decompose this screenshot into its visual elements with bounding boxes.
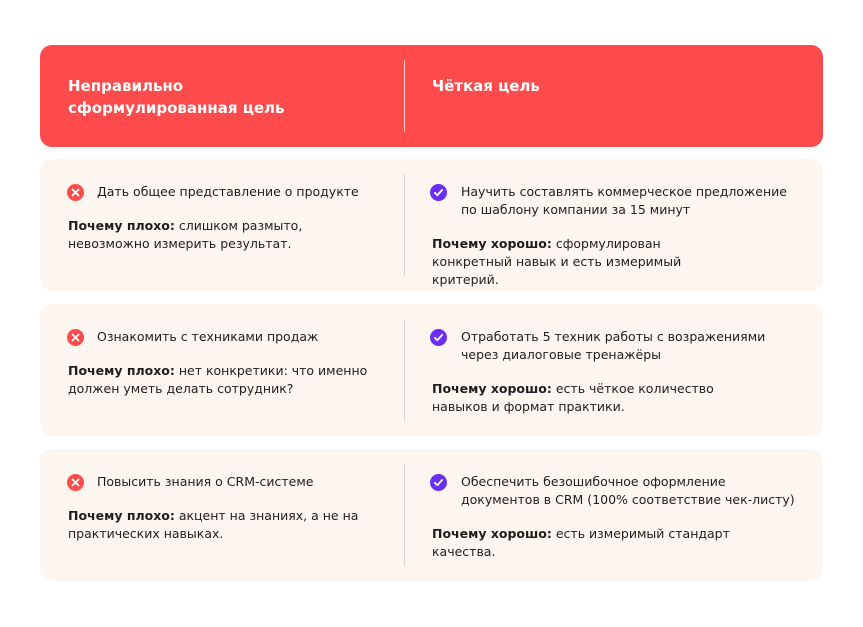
cross-icon xyxy=(67,329,84,346)
good-reason-text: есть измеримый стандарт качества. xyxy=(432,526,730,559)
bad-goal-text: Ознакомить с техниками продаж xyxy=(97,329,319,344)
bad-reason-label: Почему плохо: xyxy=(68,508,175,523)
check-icon xyxy=(430,474,447,491)
good-goal-text: Отработать 5 техник работы с возражениям… xyxy=(461,329,766,362)
good-reason-label: Почему хорошо: xyxy=(432,236,552,251)
comparison-row: Повысить знания о CRM-системе Почему пло… xyxy=(40,449,823,581)
check-icon xyxy=(430,329,447,346)
bad-reason-label: Почему плохо: xyxy=(68,363,175,378)
good-goal-text: Обеспечить безошибочное оформление докум… xyxy=(461,474,795,507)
column-divider xyxy=(404,464,405,566)
good-goal-text: Научить составлять коммерческое предложе… xyxy=(461,184,787,217)
comparison-row: Ознакомить с техниками продаж Почему пло… xyxy=(40,304,823,436)
bad-goal-text: Дать общее представление о продукте xyxy=(97,184,359,199)
column-divider xyxy=(404,174,405,276)
good-reason: Почему хорошо: есть измеримый стандарт к… xyxy=(432,525,732,561)
bad-reason-label: Почему плохо: xyxy=(68,218,175,233)
good-reason-text: есть чёткое количество навыков и формат … xyxy=(432,381,714,414)
bad-reason-text: акцент на знаниях, а не на практических … xyxy=(68,508,359,541)
column-divider xyxy=(404,319,405,421)
bad-goal-text: Повысить знания о CRM-системе xyxy=(97,474,314,489)
good-reason: Почему хорошо: сформулирован конкретный … xyxy=(432,235,732,289)
comparison-row: Дать общее представление о продукте Поче… xyxy=(40,159,823,291)
table-header: Неправильно сформулированная цель Чёткая… xyxy=(40,45,823,147)
header-wrong-goal: Неправильно сформулированная цель xyxy=(68,77,285,117)
check-icon xyxy=(430,184,447,201)
good-reason-label: Почему хорошо: xyxy=(432,526,552,541)
good-reason-text: сформулирован конкретный навык и есть из… xyxy=(432,236,682,287)
header-divider xyxy=(404,60,405,132)
cross-icon xyxy=(67,474,84,491)
bad-reason-text: слишком размыто, невозможно измерить рез… xyxy=(68,218,303,251)
bad-reason: Почему плохо: акцент на знаниях, а не на… xyxy=(68,507,368,543)
bad-reason-text: нет конкретики: что именно должен уметь … xyxy=(68,363,368,396)
cross-icon xyxy=(67,184,84,201)
bad-reason: Почему плохо: нет конкретики: что именно… xyxy=(68,362,368,398)
good-reason: Почему хорошо: есть чёткое количество на… xyxy=(432,380,732,416)
bad-reason: Почему плохо: слишком размыто, невозможн… xyxy=(68,217,368,253)
header-clear-goal: Чёткая цель xyxy=(432,77,540,95)
good-reason-label: Почему хорошо: xyxy=(432,381,552,396)
